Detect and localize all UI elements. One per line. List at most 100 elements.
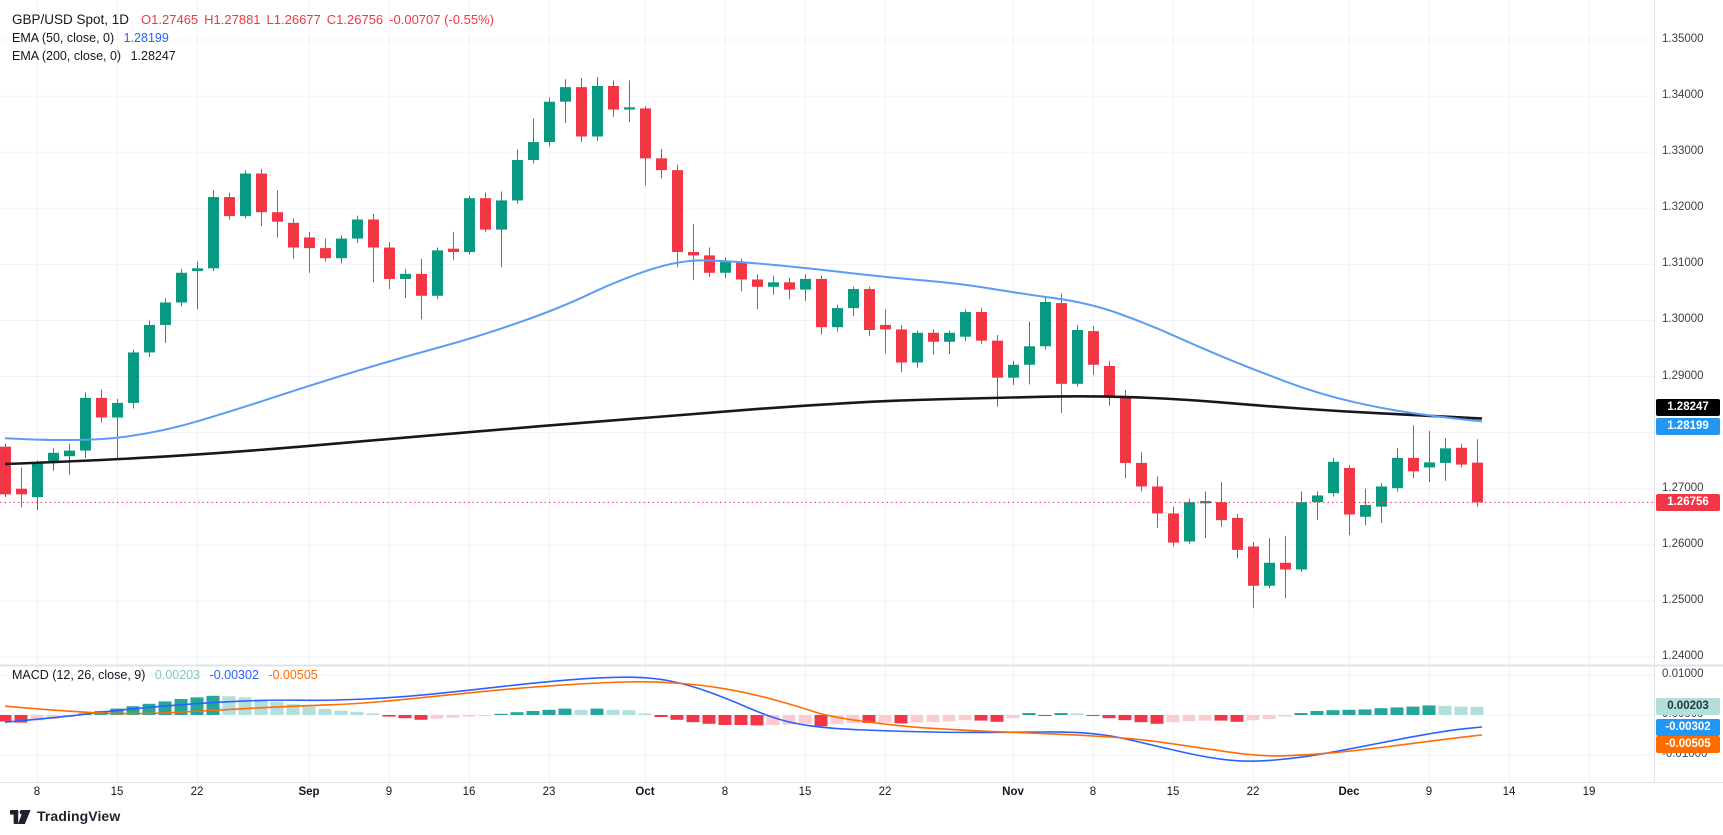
candle-body	[464, 198, 475, 253]
candle-body	[256, 173, 267, 213]
time-axis-label: 9	[1425, 786, 1433, 798]
macd-hist-bar	[958, 715, 972, 721]
macd-legend[interactable]: MACD (12, 26, close, 9) 0.00203 -0.00302…	[12, 668, 318, 682]
macd-hist-bar	[414, 715, 428, 720]
macd-hist-bar	[590, 708, 604, 715]
candle-body	[64, 450, 75, 457]
candle-body	[288, 222, 299, 248]
macd-hist-bar	[734, 715, 748, 725]
candle-body	[1008, 364, 1019, 378]
time-axis-label: 22	[190, 786, 204, 798]
macd-hist-bar	[1086, 715, 1100, 716]
ohlc-change: -0.00707 (-0.55%)	[389, 12, 494, 27]
macd-signal-line[interactable]	[4, 681, 1483, 757]
time-axis-label: 22	[878, 786, 892, 798]
price-badge: -0.00505	[1656, 735, 1720, 753]
candle-body	[496, 200, 507, 230]
tradingview-wordmark: TradingView	[37, 807, 121, 824]
candle-body	[1264, 562, 1275, 586]
candle-body	[1376, 486, 1387, 507]
candle-body	[880, 324, 891, 330]
macd-hist-bar	[510, 712, 524, 715]
candle-body	[128, 352, 139, 403]
price-axis-label: 1.24000	[1662, 650, 1704, 662]
candle-body	[32, 462, 43, 498]
candle-body	[16, 488, 27, 495]
macd-hist-bar	[1358, 709, 1372, 715]
price-axis-label: 1.27000	[1662, 481, 1704, 494]
candle-body	[832, 308, 843, 328]
macd-hist-bar	[1246, 715, 1260, 721]
macd-hist-bar	[350, 711, 364, 715]
macd-hist-bar	[910, 715, 924, 723]
candle-body	[80, 397, 91, 451]
macd-hist-bar	[574, 709, 588, 715]
macd-hist-bar	[1310, 711, 1324, 715]
time-axis-label: Nov	[1002, 786, 1024, 798]
macd-hist-bar	[494, 713, 508, 715]
price-axis-label: 1.34000	[1662, 89, 1704, 102]
candle-body	[368, 219, 379, 248]
macd-hist-bar	[782, 715, 796, 725]
macd-hist-bar	[382, 715, 396, 717]
macd-hist-bar	[926, 715, 940, 723]
macd-hist-bar	[1294, 713, 1308, 715]
candle-body	[528, 142, 539, 161]
ema200-value: 1.28247	[130, 49, 176, 63]
macd-hist-bar	[1326, 710, 1340, 715]
macd-hist-bar	[1166, 715, 1180, 723]
candle-body	[480, 198, 491, 230]
price-badge: -0.00302	[1656, 718, 1720, 736]
macd-hist-bar	[1006, 715, 1020, 719]
time-axis-label: 15	[798, 786, 812, 798]
candle-body	[752, 279, 763, 287]
macd-hist-bar	[302, 706, 316, 715]
price-axis-label: 1.32000	[1662, 201, 1704, 214]
ema50-label: EMA (50, close, 0)	[12, 31, 115, 45]
macd-hist-bar	[158, 701, 172, 715]
macd-hist-bar	[990, 715, 1004, 722]
macd-hist-bar	[686, 715, 700, 723]
price-axis-label: 1.33000	[1662, 145, 1704, 158]
macd-hist-bar	[142, 703, 156, 715]
macd-hist-bar	[286, 704, 300, 715]
symbol-legend[interactable]: GBP/USD Spot, 1D O1.27465 H1.27881 L1.26677…	[12, 11, 494, 29]
price-axis-label: 0.01000	[1662, 668, 1704, 680]
candle-body	[992, 340, 1003, 378]
macd-hist-bar	[1470, 706, 1484, 715]
ema50-line[interactable]	[4, 259, 1483, 442]
price-axis-label: 1.31000	[1662, 257, 1704, 270]
candle-body	[448, 248, 459, 253]
candle-body	[704, 255, 715, 273]
candle-body	[336, 238, 347, 259]
tradingview-logo[interactable]: TradingView	[10, 806, 120, 825]
candle-body	[1056, 303, 1067, 384]
macd-hist-bar	[1038, 715, 1052, 716]
macd-hist-bar	[1134, 715, 1148, 723]
ema200-legend[interactable]: EMA (200, close, 0) 1.28247	[12, 49, 176, 63]
candle-body	[1152, 486, 1163, 514]
price-badge: 0.00203	[1656, 698, 1720, 716]
ema50-legend[interactable]: EMA (50, close, 0) 1.28199	[12, 31, 169, 45]
time-axis-label: Dec	[1338, 786, 1360, 798]
ohlc-high: H1.27881	[204, 12, 261, 27]
candle-body	[1168, 513, 1179, 543]
candle-body	[144, 324, 155, 353]
candle-body	[608, 85, 619, 110]
macd-hist-bar	[446, 715, 460, 718]
candle-body	[96, 397, 107, 418]
candle-body	[384, 247, 395, 279]
macd-hist-bar	[190, 697, 204, 715]
candle-body	[736, 262, 747, 280]
candle-body	[640, 108, 651, 159]
candle-body	[160, 302, 171, 325]
candle-body	[1120, 396, 1131, 463]
time-axis-label: 15	[1166, 786, 1180, 798]
ema200-line[interactable]	[4, 394, 1483, 466]
macd-hist-bar	[798, 715, 812, 724]
candle-body	[592, 85, 603, 137]
candle-body	[1408, 457, 1419, 472]
macd-line[interactable]	[4, 676, 1483, 762]
macd-hist-bar	[206, 695, 220, 715]
